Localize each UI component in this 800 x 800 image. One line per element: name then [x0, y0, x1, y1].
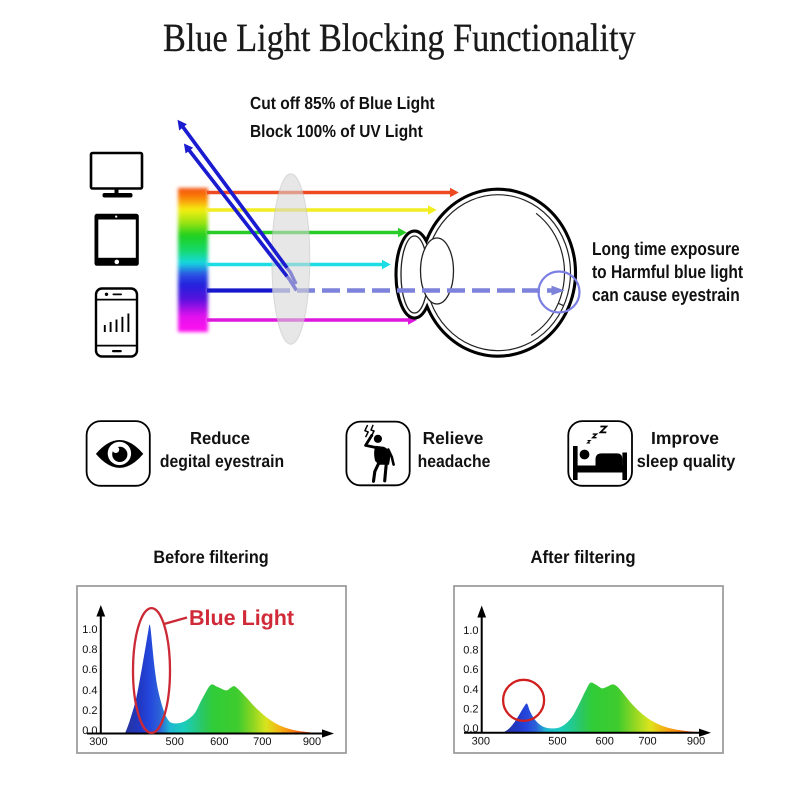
svg-text:0.2: 0.2	[463, 703, 478, 715]
svg-text:0.0: 0.0	[82, 725, 97, 737]
svg-text:500: 500	[166, 736, 184, 748]
svg-text:0.6: 0.6	[82, 664, 97, 676]
svg-text:0.8: 0.8	[82, 644, 97, 656]
svg-text:300: 300	[89, 736, 107, 748]
svg-text:900: 900	[303, 736, 321, 748]
svg-text:0.2: 0.2	[82, 705, 97, 717]
svg-text:500: 500	[548, 736, 566, 748]
svg-text:0.4: 0.4	[82, 685, 97, 697]
svg-text:700: 700	[638, 736, 656, 748]
svg-text:700: 700	[253, 736, 271, 748]
svg-text:0.4: 0.4	[463, 684, 478, 696]
svg-text:900: 900	[687, 736, 705, 748]
svg-text:0.8: 0.8	[463, 645, 478, 657]
svg-text:600: 600	[596, 736, 614, 748]
svg-text:600: 600	[210, 736, 228, 748]
svg-text:0.0: 0.0	[463, 723, 478, 735]
svg-text:300: 300	[472, 736, 490, 748]
svg-text:1.0: 1.0	[82, 624, 97, 636]
svg-text:0.6: 0.6	[463, 664, 478, 676]
svg-text:1.0: 1.0	[463, 625, 478, 637]
